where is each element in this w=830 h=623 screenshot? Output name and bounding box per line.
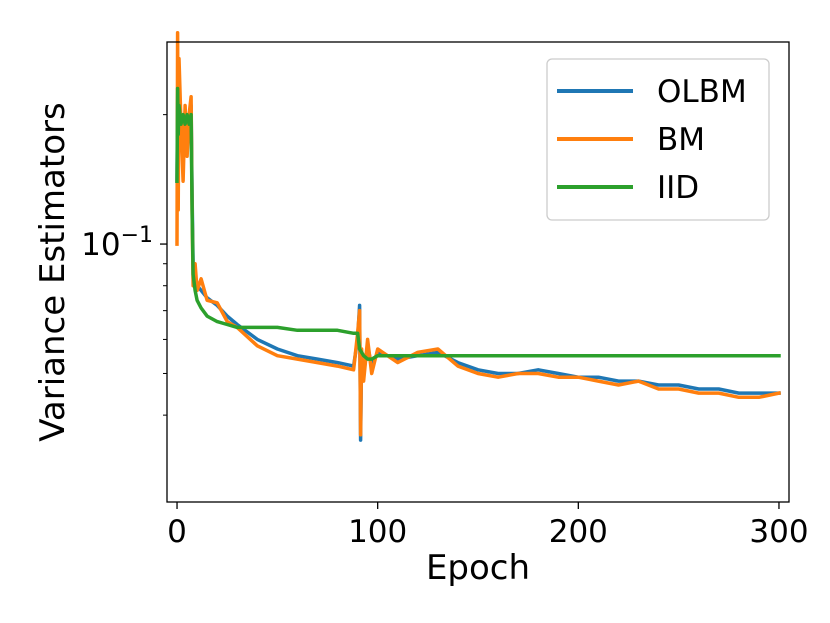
series-line-iid xyxy=(175,86,781,361)
legend-label-bm: BM xyxy=(657,122,705,158)
y-tick-label: 10−1 xyxy=(81,223,153,263)
ticks-layer: 0 100 200 300 10−1 xyxy=(81,114,809,550)
plot-frame xyxy=(166,41,790,503)
x-tick-label: 300 xyxy=(749,514,808,550)
legend: OLBM BM IID xyxy=(546,58,770,221)
x-tick-label: 0 xyxy=(167,514,187,550)
legend-label-olbm: OLBM xyxy=(657,74,747,110)
y-axis-title: Variance Estimators xyxy=(33,102,73,441)
series-line-bm xyxy=(175,31,782,437)
legend-box xyxy=(546,58,770,221)
legend-label-iid: IID xyxy=(657,170,699,206)
x-tick-label: 200 xyxy=(549,514,608,550)
x-tick-label: 100 xyxy=(348,514,407,550)
x-axis-title: Epoch xyxy=(426,548,530,588)
legend-items: OLBM BM IID xyxy=(557,74,747,206)
series-layer xyxy=(175,31,782,442)
